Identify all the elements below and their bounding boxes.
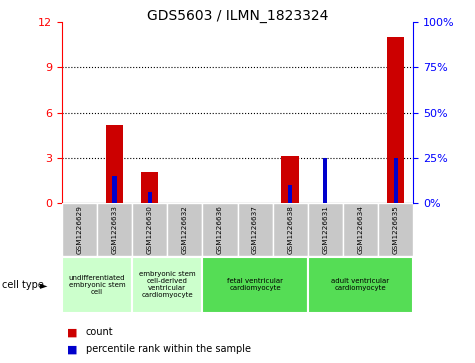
- Bar: [238, 203, 273, 256]
- Bar: [343, 203, 378, 256]
- Bar: [113, 176, 116, 203]
- Text: GSM1226635: GSM1226635: [393, 205, 399, 254]
- Text: ►: ►: [40, 280, 48, 290]
- Bar: [387, 37, 404, 203]
- Bar: [308, 257, 413, 313]
- Text: count: count: [86, 327, 113, 337]
- Bar: [378, 203, 413, 256]
- Text: adult ventricular
cardiomyocyte: adult ventricular cardiomyocyte: [332, 278, 389, 291]
- Bar: [167, 203, 202, 256]
- Bar: [323, 158, 327, 203]
- Text: embryonic stem
cell-derived
ventricular
cardiomyocyte: embryonic stem cell-derived ventricular …: [139, 272, 196, 298]
- Bar: [288, 185, 292, 203]
- Bar: [62, 203, 97, 256]
- Text: GSM1226632: GSM1226632: [182, 205, 188, 254]
- Text: GSM1226631: GSM1226631: [323, 205, 328, 254]
- Bar: [273, 203, 308, 256]
- Text: fetal ventricular
cardiomyocyte: fetal ventricular cardiomyocyte: [227, 278, 283, 291]
- Bar: [105, 125, 124, 203]
- Text: ■: ■: [66, 344, 77, 354]
- Text: GSM1226633: GSM1226633: [112, 205, 117, 254]
- Text: cell type: cell type: [2, 280, 44, 290]
- Text: ■: ■: [66, 327, 77, 337]
- Text: GSM1226634: GSM1226634: [358, 205, 363, 254]
- Bar: [308, 203, 343, 256]
- Text: GSM1226638: GSM1226638: [287, 205, 293, 254]
- Text: undifferentiated
embryonic stem
cell: undifferentiated embryonic stem cell: [68, 275, 125, 295]
- Text: GDS5603 / ILMN_1823324: GDS5603 / ILMN_1823324: [147, 9, 328, 23]
- Text: GSM1226630: GSM1226630: [147, 205, 152, 254]
- Text: GSM1226629: GSM1226629: [76, 205, 82, 254]
- Text: percentile rank within the sample: percentile rank within the sample: [86, 344, 250, 354]
- Bar: [202, 203, 238, 256]
- Bar: [148, 192, 152, 203]
- Text: GSM1226637: GSM1226637: [252, 205, 258, 254]
- Bar: [132, 203, 167, 256]
- Bar: [394, 158, 398, 203]
- Text: GSM1226636: GSM1226636: [217, 205, 223, 254]
- Bar: [132, 257, 202, 313]
- Bar: [62, 257, 132, 313]
- Bar: [202, 257, 308, 313]
- Bar: [281, 156, 299, 203]
- Bar: [141, 172, 158, 203]
- Bar: [97, 203, 132, 256]
